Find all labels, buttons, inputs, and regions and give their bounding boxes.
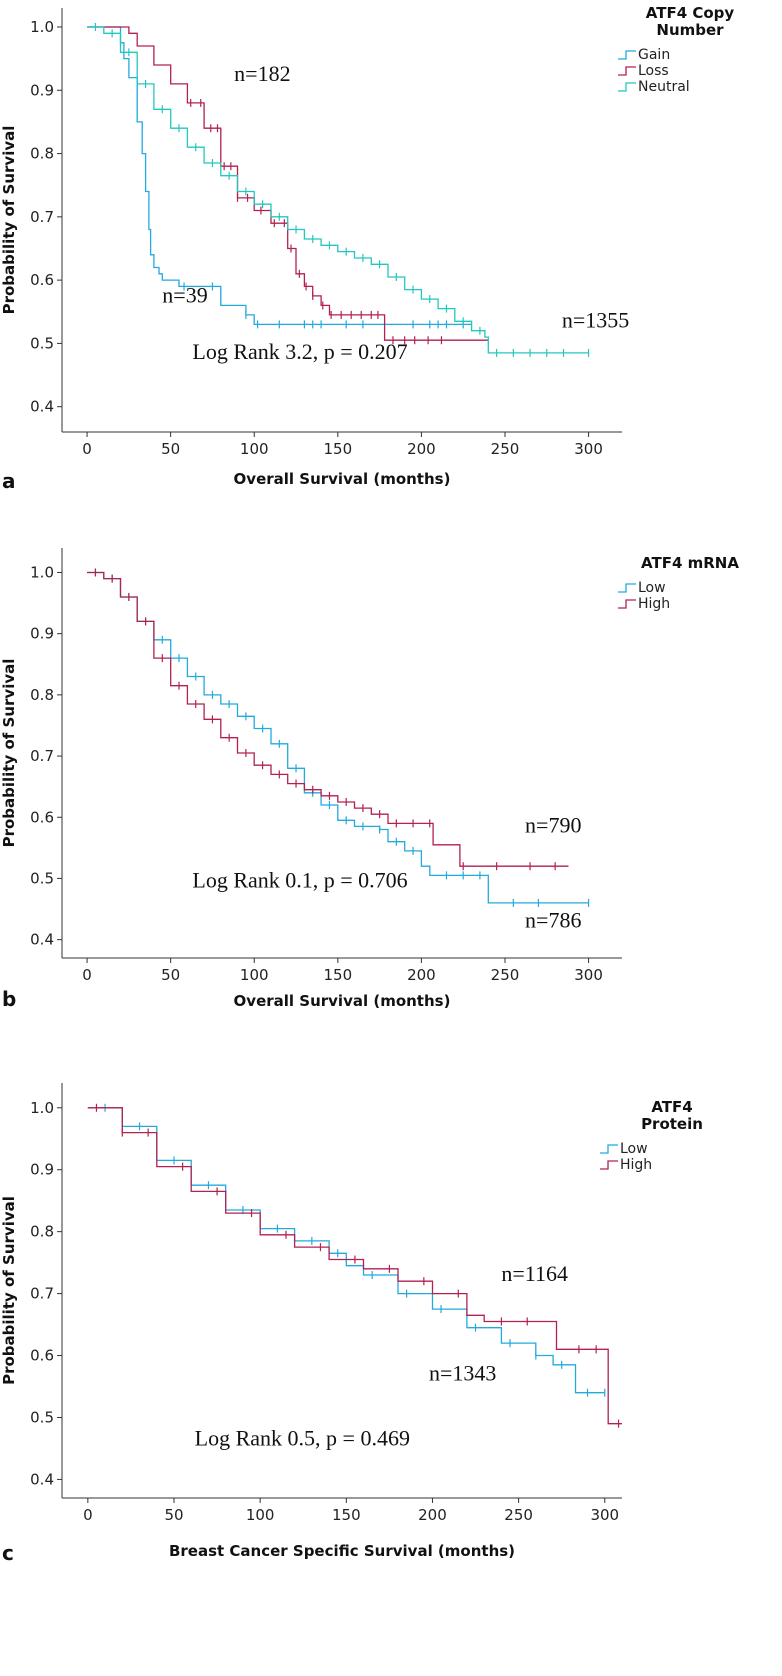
x-tick-label: 150 — [324, 440, 353, 458]
annotation: n=39 — [162, 282, 207, 307]
x-tick-label: 250 — [491, 966, 520, 984]
legend-title: Number — [656, 21, 724, 39]
legend-key-high — [600, 1160, 618, 1170]
y-tick-label: 0.5 — [30, 869, 54, 887]
series-gain — [87, 26, 472, 329]
survival-curve-low — [87, 571, 589, 904]
x-tick-label: 150 — [332, 1506, 361, 1524]
x-tick-label: 250 — [504, 1506, 533, 1524]
legend-label-gain: Gain — [638, 47, 670, 63]
annotation: n=1343 — [429, 1360, 496, 1385]
x-tick-label: 50 — [164, 1506, 183, 1524]
legend-key-high — [618, 599, 636, 609]
panel-letter: c — [2, 1541, 14, 1565]
annotation: Log Rank 3.2, p = 0.207 — [192, 339, 407, 364]
panel-letter: b — [2, 987, 16, 1011]
y-tick-label: 0.8 — [30, 686, 54, 704]
annotation: n=786 — [525, 907, 581, 932]
series-low — [87, 1103, 606, 1397]
y-tick-label: 0.9 — [30, 1161, 54, 1179]
x-axis-title: Breast Cancer Specific Survival (months) — [169, 1542, 515, 1560]
x-tick-label: 200 — [407, 966, 436, 984]
x-axis-title: Overall Survival (months) — [234, 470, 451, 488]
y-tick-label: 0.7 — [30, 747, 54, 765]
y-axis-title: Probability of Survival — [0, 126, 18, 315]
x-tick-label: 100 — [240, 440, 269, 458]
legend-title: ATF4 mRNA — [641, 554, 739, 572]
x-tick-label: 100 — [246, 1506, 275, 1524]
survival-curve-gain — [87, 26, 472, 326]
legend-label-loss: Loss — [638, 63, 669, 79]
x-tick-label: 50 — [161, 966, 180, 984]
series-high — [87, 1103, 622, 1428]
y-tick-label: 0.8 — [30, 145, 54, 163]
y-tick-label: 0.7 — [30, 1285, 54, 1303]
legend-label-low: Low — [638, 580, 666, 596]
legend-key-low — [618, 583, 636, 593]
y-tick-label: 0.7 — [30, 208, 54, 226]
x-tick-label: 300 — [590, 1506, 619, 1524]
x-tick-label: 0 — [82, 966, 92, 984]
y-tick-label: 0.8 — [30, 1223, 54, 1241]
x-tick-label: 250 — [491, 440, 520, 458]
annotation: n=1355 — [562, 308, 629, 333]
y-tick-label: 1.0 — [30, 18, 54, 36]
chart-panel-a: 0 50 100 150 200 250 300 0.4 0.5 0.6 0.7 0.8 0.9 1.0 O… — [0, 4, 734, 493]
y-tick-label: 0.6 — [30, 271, 54, 289]
survival-curve-high — [87, 571, 569, 867]
annotation: Log Rank 0.5, p = 0.469 — [195, 1425, 410, 1450]
legend-label-low: Low — [620, 1141, 648, 1157]
legend-label-high: High — [638, 596, 670, 612]
y-axis-title: Probability of Survival — [0, 1196, 18, 1385]
panel-letter: a — [2, 469, 16, 493]
legend-label-high: High — [620, 1157, 652, 1173]
legend-title: ATF4 — [651, 1098, 692, 1116]
annotation: Log Rank 0.1, p = 0.706 — [192, 868, 407, 893]
legend-key-neutral — [618, 82, 636, 92]
survival-curve-low — [87, 1107, 605, 1394]
series-high — [87, 568, 569, 871]
y-tick-label: 1.0 — [30, 563, 54, 581]
annotation: n=790 — [525, 813, 581, 838]
y-tick-label: 1.0 — [30, 1099, 54, 1117]
annotation: n=182 — [234, 61, 290, 86]
y-tick-label: 0.4 — [30, 398, 54, 416]
x-tick-label: 150 — [324, 966, 353, 984]
y-tick-label: 0.4 — [30, 931, 54, 949]
y-tick-label: 0.4 — [30, 1470, 54, 1488]
x-tick-label: 0 — [82, 440, 92, 458]
chart-panel-b: 0 50 100 150 200 250 300 0.4 0.5 0.6 0.7 0.8 0.9 1.0 O… — [0, 548, 739, 1011]
y-tick-label: 0.5 — [30, 1408, 54, 1426]
legend-title: Protein — [641, 1115, 703, 1133]
series-low — [87, 568, 590, 907]
x-tick-label: 0 — [83, 1506, 93, 1524]
y-tick-label: 0.6 — [30, 808, 54, 826]
y-axis-title: Probability of Survival — [0, 659, 18, 848]
x-tick-label: 50 — [161, 440, 180, 458]
x-tick-label: 200 — [407, 440, 436, 458]
y-tick-label: 0.5 — [30, 334, 54, 352]
y-tick-label: 0.9 — [30, 81, 54, 99]
legend-key-low — [600, 1144, 618, 1154]
y-tick-label: 0.9 — [30, 625, 54, 643]
legend-key-loss — [618, 66, 636, 76]
annotation: n=1164 — [501, 1261, 568, 1286]
x-axis-title: Overall Survival (months) — [234, 992, 451, 1010]
legend-key-gain — [618, 50, 636, 60]
x-tick-label: 200 — [418, 1506, 447, 1524]
x-tick-label: 300 — [574, 966, 603, 984]
legend-title: ATF4 Copy — [646, 4, 735, 22]
x-tick-label: 100 — [240, 966, 269, 984]
legend-label-neutral: Neutral — [638, 79, 690, 95]
survival-curve-high — [87, 1107, 622, 1425]
chart-panel-c: 0 50 100 150 200 250 300 0.4 0.5 0.6 0.7 0.8 0.9 1.0 B… — [0, 1083, 703, 1565]
x-tick-label: 300 — [574, 440, 603, 458]
series-neutral — [87, 22, 590, 357]
y-tick-label: 0.6 — [30, 1347, 54, 1365]
